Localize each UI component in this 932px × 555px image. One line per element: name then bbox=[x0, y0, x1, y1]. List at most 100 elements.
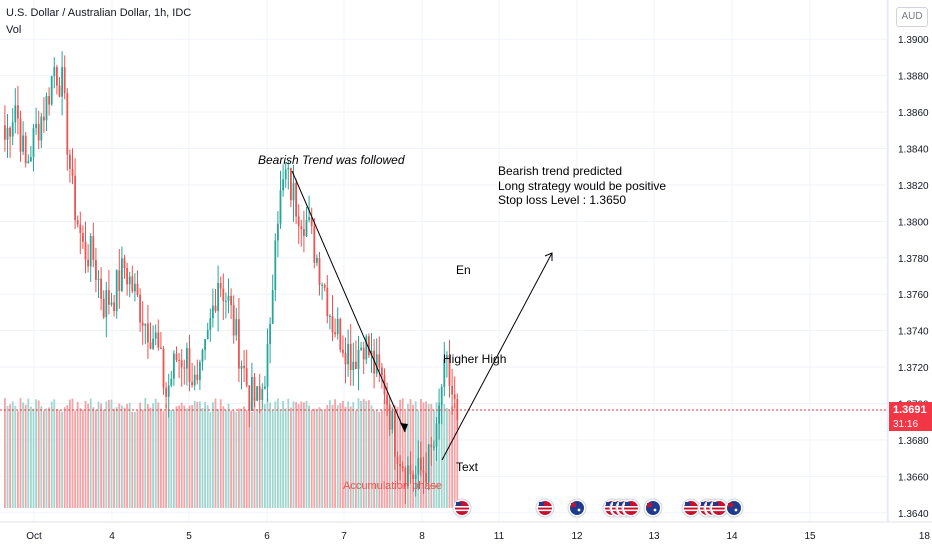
volume-bar bbox=[368, 400, 370, 508]
candle-body bbox=[292, 183, 295, 201]
candle-body bbox=[128, 276, 131, 285]
volume-bar bbox=[19, 398, 22, 508]
volume-bar bbox=[45, 408, 48, 508]
volume-bar bbox=[383, 399, 386, 508]
candle-body bbox=[105, 290, 108, 318]
time-axis[interactable]: Oct 4 5 6 7 8 11 12 13 14 15 18 bbox=[26, 531, 930, 542]
volume-bar bbox=[131, 411, 134, 508]
volume-bar bbox=[360, 400, 362, 508]
annotation-text[interactable]: Text bbox=[456, 460, 479, 474]
candle-body bbox=[95, 259, 97, 280]
candle-body bbox=[131, 276, 134, 292]
price-axis[interactable]: 1.36401.36601.36801.37001.37201.37401.37… bbox=[898, 35, 929, 520]
candle-body bbox=[251, 377, 253, 411]
candle-body bbox=[412, 474, 414, 480]
candle-body bbox=[9, 127, 11, 137]
candle-body bbox=[139, 294, 141, 323]
volume-bar bbox=[79, 408, 82, 508]
us-event-icon[interactable] bbox=[709, 498, 729, 518]
volume-bar bbox=[266, 398, 269, 508]
volume-bar bbox=[258, 410, 261, 508]
us-event-icon[interactable] bbox=[681, 498, 701, 518]
volume-bar bbox=[316, 409, 318, 508]
volume-bar bbox=[30, 406, 32, 508]
candle-body bbox=[274, 240, 277, 290]
candle-body bbox=[438, 405, 440, 424]
candle-body bbox=[209, 318, 212, 330]
volume-bar bbox=[365, 400, 368, 508]
volume-bar bbox=[349, 406, 352, 508]
candle-body bbox=[149, 342, 152, 349]
candle-body bbox=[303, 229, 305, 236]
volume-bar bbox=[43, 410, 45, 508]
candle-body bbox=[269, 323, 271, 344]
volume-bar bbox=[37, 400, 40, 508]
bearish-trend-line[interactable] bbox=[291, 170, 406, 433]
volume-bar bbox=[82, 409, 84, 508]
currency-badge[interactable]: AUD bbox=[896, 7, 928, 27]
volume-bar bbox=[100, 403, 102, 508]
candle-body bbox=[206, 329, 209, 339]
volume-bar bbox=[167, 410, 170, 508]
candle-body bbox=[193, 374, 196, 386]
volume-bar bbox=[404, 411, 407, 508]
time-tick-label: 13 bbox=[648, 531, 660, 542]
candle-body bbox=[35, 123, 37, 129]
candle-body bbox=[401, 466, 404, 469]
candle-body bbox=[45, 96, 48, 121]
annotation-stop-loss[interactable]: Stop loss Level : 1.3650 bbox=[498, 193, 626, 207]
price-tick-label: 1.3760 bbox=[898, 290, 929, 301]
volume-bar bbox=[219, 399, 222, 508]
volume-bar bbox=[433, 410, 435, 508]
bullish-projection-line[interactable] bbox=[441, 252, 553, 461]
annotation-bearish-trend-followed[interactable]: Bearish Trend was followed bbox=[258, 153, 405, 167]
symbol-title[interactable]: U.S. Dollar / Australian Dollar, 1h, IDC bbox=[6, 7, 192, 19]
annotation-accumulation-phase[interactable]: Accumulation phase bbox=[343, 480, 442, 492]
annotation-long-strategy[interactable]: Long strategy would be positive bbox=[498, 179, 666, 193]
economic-events[interactable] bbox=[452, 498, 744, 518]
candle-body bbox=[451, 385, 453, 395]
candle-body bbox=[425, 472, 427, 483]
candle-body bbox=[240, 365, 243, 369]
candle-body bbox=[318, 258, 321, 285]
candle-body bbox=[284, 169, 287, 180]
drawings[interactable]: Bearish Trend was followed Bearish trend… bbox=[258, 153, 666, 492]
price-tick-label: 1.3720 bbox=[898, 363, 929, 374]
au-event-icon[interactable] bbox=[724, 498, 744, 518]
volume-bar bbox=[446, 407, 448, 508]
volume-bar bbox=[282, 400, 284, 508]
au-event-icon[interactable] bbox=[643, 498, 663, 518]
us-event-icon[interactable] bbox=[535, 498, 555, 518]
candle-body bbox=[123, 258, 126, 269]
candle-body bbox=[214, 305, 217, 312]
candle-body bbox=[433, 446, 435, 448]
volume-bar bbox=[170, 409, 173, 508]
volume-bar bbox=[230, 410, 232, 508]
us-event-icon[interactable] bbox=[621, 498, 641, 518]
annotation-bearish-predicted[interactable]: Bearish trend predicted bbox=[498, 164, 622, 178]
candle-body bbox=[243, 365, 245, 369]
volume-bar bbox=[113, 408, 115, 508]
au-event-icon[interactable] bbox=[567, 498, 587, 518]
us-event-icon[interactable] bbox=[452, 498, 472, 518]
price-tick-label: 1.3900 bbox=[898, 35, 929, 46]
candle-body bbox=[180, 360, 183, 368]
volume-bar bbox=[253, 398, 256, 508]
volume-legend[interactable]: Vol bbox=[6, 24, 22, 36]
bar-countdown: 31:16 bbox=[889, 418, 932, 431]
volume-bar bbox=[58, 410, 61, 508]
volume-bar bbox=[375, 410, 378, 508]
candle-body bbox=[183, 367, 186, 369]
annotation-higher-high[interactable]: Higher High bbox=[443, 352, 506, 366]
candle-body bbox=[256, 386, 258, 401]
volume-bar bbox=[201, 408, 204, 508]
candle-body bbox=[295, 183, 297, 217]
candle-body bbox=[321, 284, 323, 286]
candle-body bbox=[84, 241, 87, 260]
annotation-en[interactable]: En bbox=[456, 263, 471, 277]
price-tick-label: 1.3880 bbox=[898, 72, 929, 83]
candle-body bbox=[11, 122, 14, 137]
time-tick-label: 4 bbox=[109, 531, 115, 542]
